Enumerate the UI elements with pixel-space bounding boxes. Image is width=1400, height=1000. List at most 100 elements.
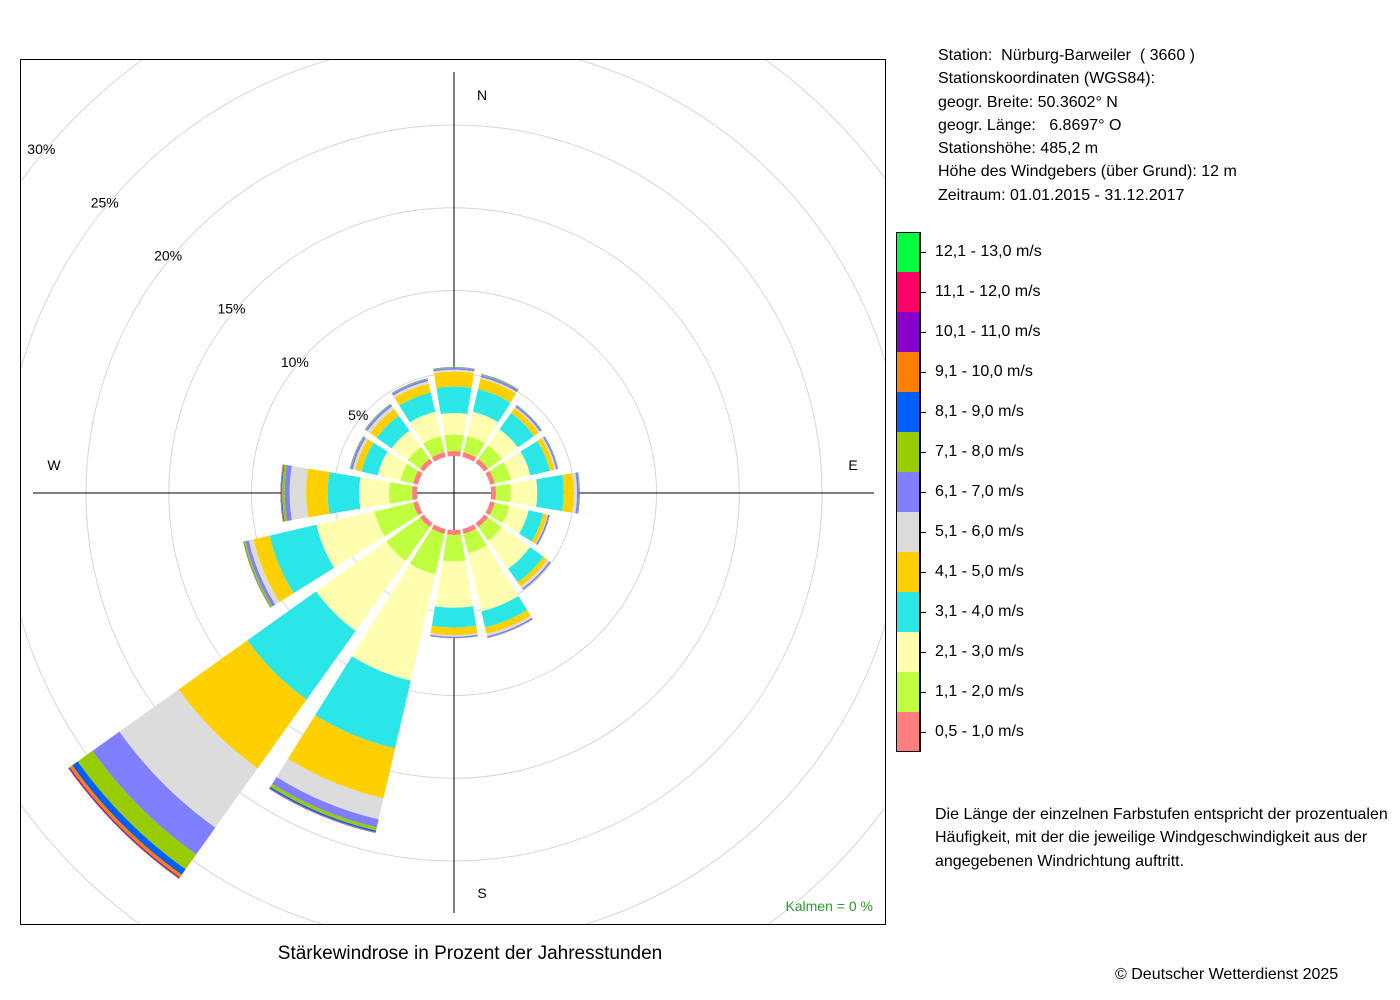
legend-row: 8,1 - 9,0 m/s (896, 392, 1196, 432)
sector-ene-class-7 (542, 436, 558, 470)
sector-ssw-class-3 (351, 563, 436, 681)
ring-label-5: 5% (348, 407, 368, 423)
legend-tick (920, 252, 926, 253)
legend-tick (920, 692, 926, 693)
calm-label: Kalmen = 0 % (785, 898, 873, 914)
sector-s-class-5 (430, 625, 478, 636)
sector-n-class-7 (433, 367, 475, 372)
sector-nw-class-3 (391, 430, 421, 460)
sector-s-class-3 (435, 560, 473, 608)
legend-tick (920, 292, 926, 293)
sector-se-class-4 (508, 547, 544, 583)
sector-se-class-6 (520, 559, 550, 589)
sector-sse-class-4 (481, 595, 528, 628)
sector-nnw-class-1 (431, 452, 446, 462)
legend-tick (920, 572, 926, 573)
sector-ssw-class-8 (270, 784, 377, 831)
sector-e-class-1 (490, 486, 496, 500)
sector-n-class-9 (433, 366, 475, 370)
sector-sse-class-3 (467, 545, 519, 612)
compass-west: W (47, 457, 61, 473)
sector-se-class-3 (487, 526, 530, 569)
sector-nnw-class-7 (392, 379, 429, 396)
sector-ne-class-6 (514, 406, 541, 433)
sector-ne-class-5 (511, 408, 539, 436)
legend-label: 10,1 - 11,0 m/s (935, 323, 1041, 340)
legend-swatch (896, 392, 920, 432)
sector-e-class-4 (536, 474, 564, 512)
sector-w-class-9 (281, 464, 285, 522)
sector-ne-class-2 (478, 445, 502, 469)
sector-s-class-2 (442, 534, 466, 562)
sector-sse-class-2 (463, 528, 487, 554)
legend-row: 1,1 - 2,0 m/s (896, 672, 1196, 712)
station-info: Station: Nürburg-Barweiler ( 3660 ) Stat… (938, 44, 1237, 207)
legend-tick (920, 412, 926, 413)
sector-wnw-class-3 (377, 451, 408, 481)
sector-ese-class-5 (531, 513, 548, 544)
sector-s-class-8 (430, 636, 478, 639)
legend-row: 4,1 - 5,0 m/s (896, 552, 1196, 592)
legend-row: 11,1 - 12,0 m/s (896, 272, 1196, 312)
sector-ene-class-4 (520, 440, 550, 476)
sector-w-class-8 (282, 464, 287, 522)
station-line: Station: Nürburg-Barweiler ( 3660 ) (938, 47, 1195, 64)
sector-ssw-class-7 (272, 777, 379, 828)
compass-north: N (477, 87, 487, 103)
legend-label: 9,1 - 10,0 m/s (935, 363, 1033, 380)
sector-ene-class-6 (541, 437, 557, 470)
legend-label: 8,1 - 9,0 m/s (935, 403, 1024, 420)
sector-nne-class-3 (467, 411, 499, 444)
ring-label-25: 25% (91, 194, 119, 210)
sector-nw-class-2 (407, 446, 430, 469)
sector-ese-class-6 (535, 514, 549, 545)
sector-s-class-7 (430, 634, 478, 639)
sector-se-class-2 (478, 517, 502, 541)
legend-label: 6,1 - 7,0 m/s (935, 483, 1024, 500)
legend-swatch (896, 232, 920, 272)
legend-label: 12,1 - 13,0 m/s (935, 243, 1042, 260)
station-latitude: geogr. Breite: 50.3602° N (938, 93, 1118, 111)
sector-n-class-4 (436, 386, 472, 415)
sector-nw-class-4 (376, 415, 410, 449)
legend-row: 0,5 - 1,0 m/s (896, 712, 1196, 752)
sector-wsw-class-6 (248, 539, 280, 605)
legend-tick (920, 452, 926, 453)
sector-ese-class-3 (502, 505, 529, 534)
sector-ssw-class-2 (409, 528, 445, 575)
sector-w-class-5 (306, 468, 330, 518)
sector-wnw-class-1 (413, 470, 423, 485)
legend-row: 7,1 - 8,0 m/s (896, 432, 1196, 472)
sector-ne-class-7 (515, 405, 542, 432)
sector-nne-class-7 (480, 375, 519, 393)
ring-label-10: 10% (281, 354, 309, 370)
sector-sw-class-4 (247, 591, 356, 700)
sector-wsw-class-2 (374, 502, 419, 537)
legend-tick (920, 372, 926, 373)
legend-label: 7,1 - 8,0 m/s (935, 443, 1024, 460)
sector-wsw-class-7 (245, 540, 276, 607)
sector-se-class-1 (475, 514, 489, 528)
anemometer-height: Höhe des Windgebers (über Grund): 12 m (938, 163, 1237, 181)
sector-sse-class-6 (486, 615, 532, 637)
sector-sse-class-7 (487, 617, 533, 638)
sector-w-class-4 (327, 472, 361, 514)
sector-ne-class-3 (487, 429, 518, 460)
ring-label-15: 15% (217, 301, 245, 317)
legend-label: 11,1 - 12,0 m/s (935, 283, 1041, 300)
sector-s-class-6 (430, 633, 478, 637)
sector-wnw-class-8 (350, 436, 365, 470)
sector-w-class-3 (359, 477, 390, 509)
sector-ene-class-2 (489, 461, 512, 484)
legend-row: 9,1 - 10,0 m/s (896, 352, 1196, 392)
legend-label: 5,1 - 6,0 m/s (935, 523, 1024, 540)
ring-label-30: 30% (27, 141, 55, 157)
sector-nnw-class-3 (409, 411, 441, 444)
station-coordinates-heading: Stationskoordinaten (WGS84): (938, 70, 1155, 88)
sector-e-class-9 (577, 472, 580, 514)
sector-ene-class-1 (485, 470, 495, 485)
sector-sw-class-6 (119, 689, 258, 828)
sector-sse-class-1 (462, 524, 477, 534)
sector-w-class-1 (412, 486, 418, 500)
legend-row: 3,1 - 4,0 m/s (896, 592, 1196, 632)
